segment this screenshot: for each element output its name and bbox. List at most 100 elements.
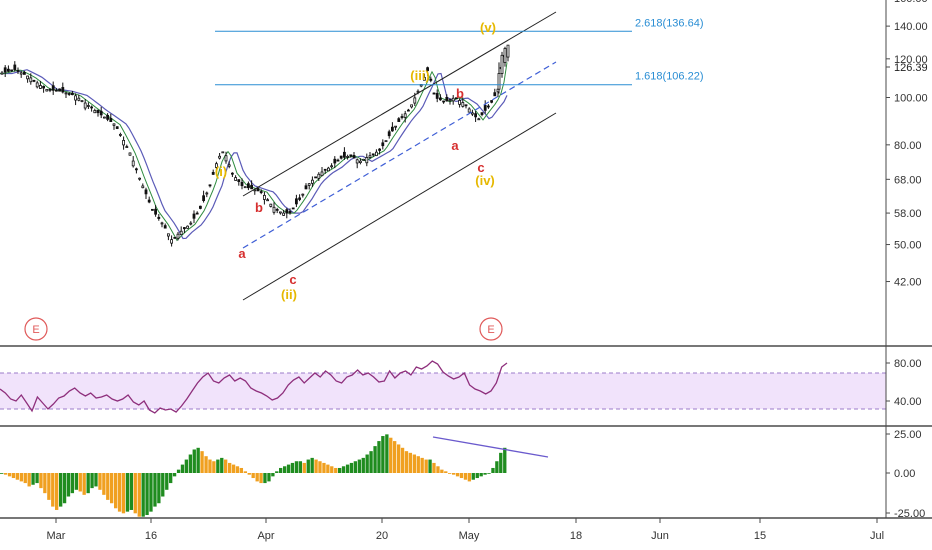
oscillator-bar — [15, 473, 20, 480]
candle-body — [125, 146, 129, 148]
candle-body — [291, 207, 295, 210]
time-tick-label: 20 — [376, 530, 388, 542]
oscillator-bar — [106, 473, 110, 500]
oscillator-bar — [349, 462, 354, 473]
oscillator-bar — [117, 473, 122, 512]
channel-lower-line — [242, 112, 557, 301]
candle-body — [67, 93, 71, 95]
candle-body — [461, 102, 465, 107]
candle-body — [32, 79, 36, 82]
candle-body — [74, 95, 77, 101]
price-tick-label: 160.00 — [894, 0, 928, 5]
candle-body — [269, 203, 273, 207]
candle-body — [243, 186, 247, 189]
candle-body — [288, 211, 292, 214]
candle-body — [234, 177, 238, 181]
candle-body — [506, 44, 510, 58]
candle-body — [240, 181, 244, 187]
candle-body — [294, 198, 298, 205]
oscillator-bar — [334, 467, 338, 473]
candle-body — [214, 163, 218, 168]
time-tick-label: May — [459, 530, 480, 542]
oscillator-bar — [19, 473, 24, 482]
candle-body — [90, 106, 93, 109]
oscillator-bar — [448, 473, 452, 474]
oscillator-bar — [149, 473, 153, 512]
candle-body — [454, 97, 458, 100]
oscillator-bar — [129, 473, 134, 510]
last-price-label: 126.39 — [894, 62, 928, 74]
oscillator-bar — [66, 473, 71, 497]
candle-body — [202, 195, 206, 201]
oscillator-bar — [196, 447, 200, 473]
oscillator-bar — [125, 473, 130, 512]
candle-body — [112, 123, 116, 126]
candle-body — [144, 189, 148, 195]
candle-body — [493, 92, 497, 97]
candle-body — [259, 191, 263, 193]
candle-body — [477, 118, 481, 121]
candle-body — [55, 89, 58, 92]
oscillator-bar — [31, 473, 35, 485]
corrective-wave-label: a — [451, 138, 459, 153]
oscillator-bar — [467, 473, 472, 482]
price-tick-label: 58.00 — [894, 208, 922, 220]
candle-body — [301, 193, 305, 196]
oscillator-bar — [330, 466, 334, 473]
candle-body — [256, 188, 260, 192]
oscillator-bar — [23, 473, 27, 484]
candle-body — [480, 112, 484, 115]
candle-body — [317, 173, 321, 179]
candle-body — [173, 236, 177, 239]
candle-body — [138, 177, 142, 180]
candle-body — [429, 78, 433, 81]
rsi-tick-label: 80.00 — [894, 358, 922, 370]
oscillator-bar — [70, 473, 75, 494]
candle-body — [250, 184, 254, 190]
candle-body — [119, 133, 122, 136]
time-tick-label: 15 — [754, 530, 766, 542]
oscillator-bar — [306, 459, 310, 473]
oscillator-bar — [271, 473, 275, 477]
candle-body — [442, 100, 446, 103]
candle-body — [51, 85, 55, 91]
oscillator-bar — [444, 471, 448, 473]
oscillator-bar — [55, 473, 59, 510]
candle-body — [483, 104, 487, 111]
candle-body — [266, 199, 270, 202]
candle-body — [131, 160, 135, 167]
oscillator-bar — [251, 473, 255, 479]
candle-body — [349, 154, 353, 157]
earnings-marker-circle — [479, 317, 503, 341]
candle-body — [432, 92, 436, 95]
candle-body — [253, 189, 257, 192]
candle-body — [503, 48, 507, 63]
oscillator-bar — [338, 467, 342, 473]
candle-body — [400, 116, 404, 118]
oscillator-bar — [78, 473, 82, 492]
oscillator-bar — [86, 473, 90, 494]
candle-body — [103, 116, 106, 119]
candle-body — [109, 118, 113, 123]
oscillator-bar — [27, 473, 31, 487]
candle-body — [445, 96, 449, 102]
candle-body — [278, 211, 282, 214]
oscillator-bar — [114, 473, 118, 509]
candle-body — [497, 73, 501, 90]
candle-body — [352, 154, 356, 159]
candle-body — [154, 208, 158, 215]
oscillator-bar — [247, 473, 251, 475]
candle-body — [342, 151, 346, 158]
oscillator-bar — [357, 459, 362, 473]
oscillator-bar — [212, 461, 216, 473]
candle-body — [413, 97, 417, 104]
candle-body — [378, 148, 382, 151]
oscillator-bar — [322, 462, 326, 473]
oscillator-bar — [483, 473, 487, 475]
candle-body — [426, 67, 430, 71]
rsi-line — [0, 360, 508, 414]
oscillator-bar — [43, 473, 47, 494]
fib-level-label: 2.618(136.64) — [635, 17, 704, 29]
